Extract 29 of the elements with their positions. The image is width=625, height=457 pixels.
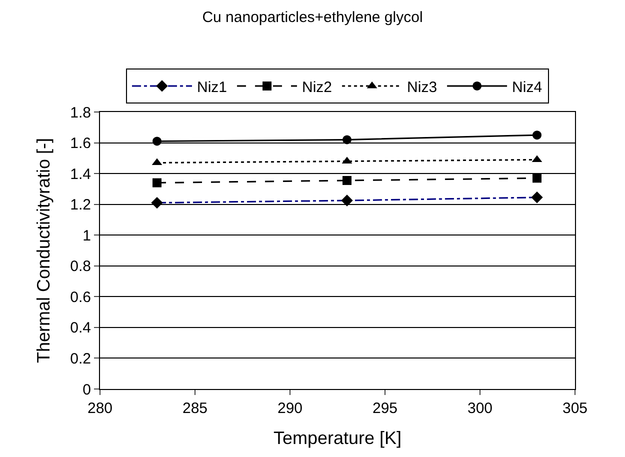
point	[532, 130, 542, 140]
y-axis-title: Thermal Conductivityratio [-]	[33, 138, 54, 364]
chart-title: Cu nanoparticles+ethylene glycol	[202, 8, 423, 26]
y-tick-label: 1.8	[70, 104, 91, 122]
x-tick-label: 300	[467, 400, 493, 417]
y-tick-label: 0.8	[70, 258, 91, 276]
x-axis-title: Temperature [K]	[273, 428, 402, 448]
point	[152, 136, 162, 146]
y-tick-label: 1	[82, 227, 91, 244]
legend-label: Niz2	[302, 78, 332, 96]
y-tick-label: 0	[82, 381, 91, 398]
y-tick-label: 0.4	[70, 320, 91, 337]
x-tick-label: 305	[562, 400, 588, 417]
point	[532, 174, 542, 183]
legend-label: Niz1	[197, 78, 228, 96]
y-tick-label: 1.2	[70, 196, 91, 214]
legend-label: Niz4	[512, 78, 542, 96]
y-tick-label: 0.2	[70, 350, 91, 368]
point	[152, 178, 162, 188]
y-tick-label: 1.4	[70, 166, 91, 183]
legend-label: Niz3	[407, 78, 438, 96]
x-tick-label: 285	[182, 400, 208, 417]
y-tick-label: 1.6	[70, 135, 91, 152]
point	[342, 176, 352, 185]
x-tick-label: 295	[372, 400, 398, 417]
point	[342, 135, 352, 144]
y-tick-label: 0.6	[70, 288, 91, 306]
x-tick-label: 290	[277, 400, 303, 417]
x-tick-label: 280	[87, 400, 113, 417]
